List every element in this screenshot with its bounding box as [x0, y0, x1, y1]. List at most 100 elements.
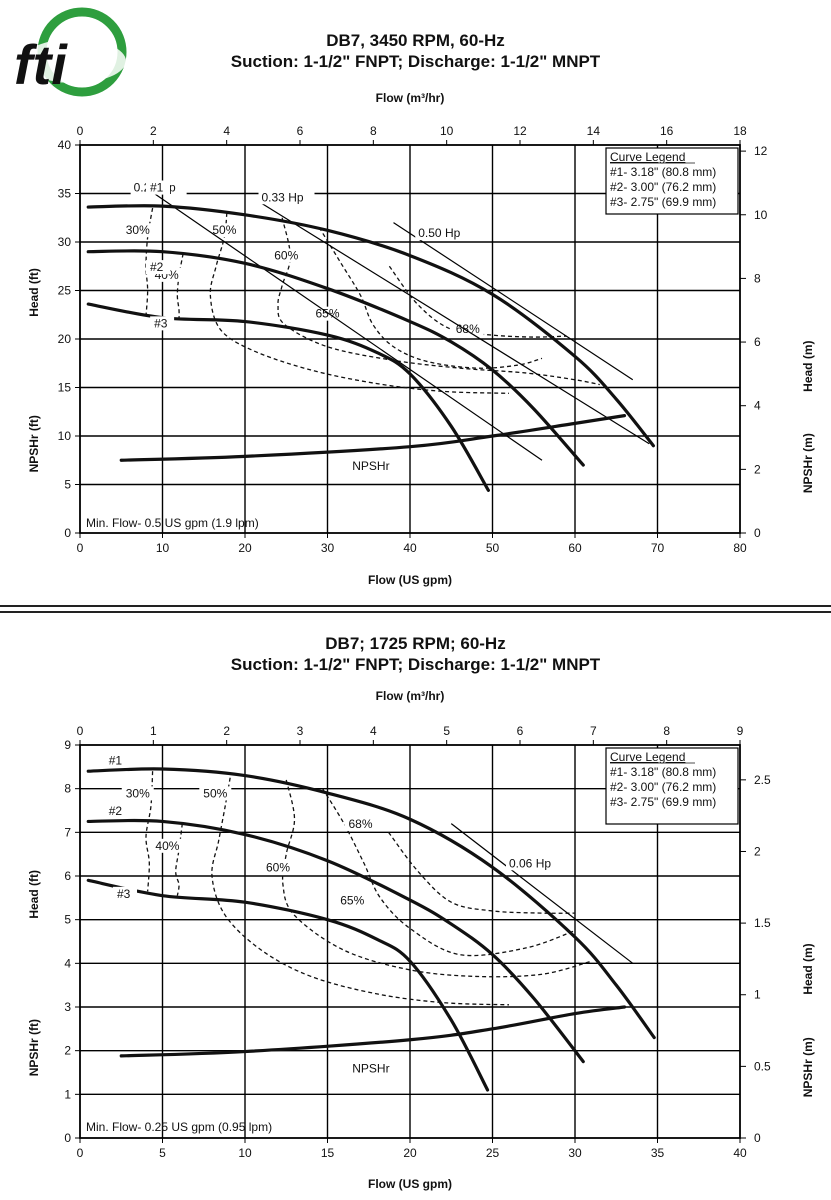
x-tick-label: 10: [156, 541, 170, 555]
x-tick-label: 70: [651, 541, 665, 555]
efficiency-label: 60%: [274, 248, 298, 262]
x2-tick-label: 2: [150, 124, 157, 138]
chart1-subtitle: Suction: 1-1/2" FNPT; Discharge: 1-1/2" …: [230, 52, 601, 71]
min-flow-note: Min. Flow- 0.25 US gpm (0.95 lpm): [86, 1120, 272, 1134]
x-tick-label: 60: [568, 541, 582, 555]
x-tick-label: 80: [733, 541, 747, 555]
x-tick-label: 20: [403, 1146, 417, 1160]
logo-lettering: fti: [14, 33, 68, 96]
curve-label-bg: [113, 886, 137, 901]
efficiency-label-bg: [311, 306, 344, 321]
y2-tick-label: 0.5: [754, 1059, 771, 1073]
hp-label-bg: [258, 190, 315, 205]
efficiency-curve-65pct: [318, 227, 543, 369]
efficiency-label: 65%: [340, 893, 364, 907]
x-tick-label: 40: [403, 541, 417, 555]
legend-box: [605, 147, 739, 215]
x2-tick-label: 9: [737, 724, 744, 738]
chart2-subtitle: Suction: 1-1/2" FNPT; Discharge: 1-1/2" …: [230, 655, 601, 674]
efficiency-label-bg: [336, 893, 369, 908]
hp-label-bg: [415, 226, 472, 241]
head-curve-n2: [86, 818, 585, 1064]
x-tick-label: 35: [651, 1146, 665, 1160]
head-curve-n1: [86, 204, 655, 448]
y-axis-title: Head (ft): [27, 268, 41, 317]
x-tick-label: 40: [733, 1146, 747, 1160]
y2-tick-label: 0: [754, 526, 761, 540]
efficiency-label: 68%: [456, 322, 480, 336]
legend-entry: #1- 3.18" (80.8 mm): [610, 165, 716, 179]
x-tick-label: 10: [238, 1146, 252, 1160]
curve-label: #3: [154, 316, 168, 330]
efficiency-label: 30%: [126, 786, 150, 800]
y-tick-label: 10: [58, 429, 72, 443]
y2-axis-title-npshr: NPSHr (m): [801, 433, 815, 493]
legend-entry: #1- 3.18" (80.8 mm): [610, 765, 716, 779]
efficiency-label-bg: [151, 838, 184, 853]
y2-tick-label: 1.5: [754, 916, 771, 930]
y-tick-label: 6: [64, 869, 71, 883]
efficiency-curve-40pct: [175, 823, 183, 896]
y2-tick-label: 0: [754, 1131, 761, 1145]
y2-axis-title: Head (m): [801, 943, 815, 994]
legend-entry: #3- 2.75" (69.9 mm): [610, 795, 716, 809]
y-tick-label: 5: [64, 913, 71, 927]
y-axis-title: Head (ft): [27, 870, 41, 919]
x2-tick-label: 16: [660, 124, 674, 138]
x2-tick-label: 8: [663, 724, 670, 738]
efficiency-curve-68pct: [388, 831, 576, 914]
y-tick-label: 20: [58, 332, 72, 346]
hp-line: [153, 193, 543, 461]
x-tick-label: 0: [77, 1146, 84, 1160]
x-tick-label: 30: [321, 541, 335, 555]
x2-tick-label: 14: [587, 124, 601, 138]
x-tick-label: 30: [568, 1146, 582, 1160]
y-tick-label: 40: [58, 138, 72, 152]
y-tick-label: 25: [58, 284, 72, 298]
x2-tick-label: 10: [440, 124, 454, 138]
y2-tick-label: 2.5: [754, 773, 771, 787]
y-tick-label: 30: [58, 235, 72, 249]
curve-label-bg: [146, 260, 170, 275]
y-tick-label: 1: [64, 1087, 71, 1101]
hp-label: 0.50 Hp: [418, 226, 460, 240]
x-axis-title: Flow (US gpm): [368, 1177, 452, 1191]
npshr-label: NPSHr: [352, 1062, 389, 1076]
x2-tick-label: 6: [517, 724, 524, 738]
efficiency-label: 40%: [155, 839, 179, 853]
section-divider-top: [0, 605, 831, 607]
efficiency-label-bg: [208, 223, 241, 238]
chart1-title: DB7, 3450 RPM, 60-Hz: [326, 31, 505, 50]
y2-tick-label: 1: [754, 988, 761, 1002]
hp-label-bg: [506, 856, 562, 871]
y2-axis-title-npshr: NPSHr (m): [801, 1037, 815, 1097]
y-tick-label: 0: [64, 1131, 71, 1145]
y2-tick-label: 6: [754, 335, 761, 349]
head-curve-n3: [86, 878, 490, 1092]
x2-tick-label: 8: [370, 124, 377, 138]
x2-tick-label: 4: [223, 124, 230, 138]
efficiency-label-bg: [344, 816, 377, 831]
efficiency-label-bg: [270, 248, 303, 263]
legend-entry: #3- 2.75" (69.9 mm): [610, 195, 716, 209]
x2-axis-title: Flow (m³/hr): [376, 689, 445, 703]
y-tick-label: 35: [58, 187, 72, 201]
x-tick-label: 20: [238, 541, 252, 555]
y-tick-label: 9: [64, 738, 71, 752]
efficiency-label: 60%: [266, 861, 290, 875]
x2-tick-label: 0: [77, 124, 84, 138]
legend-box: [605, 747, 739, 825]
efficiency-label: 68%: [348, 817, 372, 831]
x2-tick-label: 2: [223, 724, 230, 738]
x-tick-label: 50: [486, 541, 500, 555]
efficiency-label: 30%: [126, 223, 150, 237]
head-curve-n1: [86, 767, 656, 1040]
hp-label: 0.33 Hp: [262, 190, 304, 204]
x2-tick-label: 5: [443, 724, 450, 738]
x-tick-label: 0: [77, 541, 84, 555]
y2-tick-label: 10: [754, 208, 768, 222]
y-tick-label: 15: [58, 381, 72, 395]
y-tick-label: 4: [64, 956, 71, 970]
